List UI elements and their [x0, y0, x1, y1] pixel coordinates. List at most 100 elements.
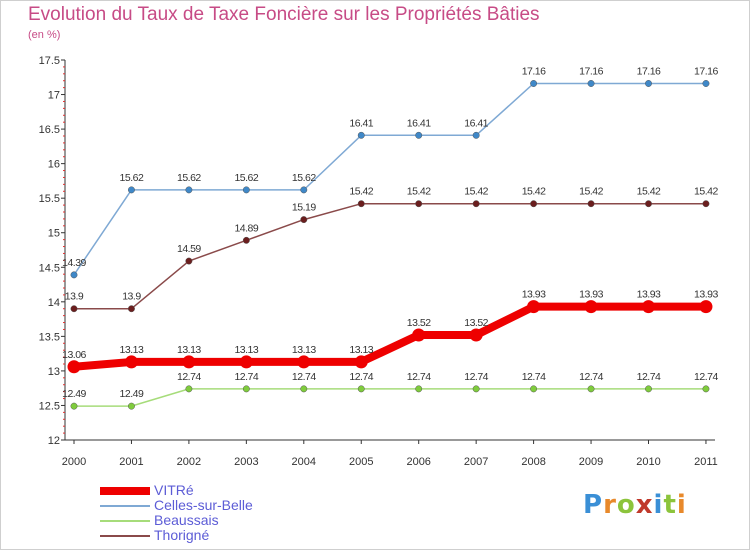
- y-tick-label: 16: [48, 159, 60, 171]
- data-label: 13.13: [234, 344, 258, 356]
- data-label: 14.39: [62, 257, 86, 269]
- data-point: [70, 271, 78, 279]
- data-label: 15.42: [694, 186, 718, 198]
- data-point: [182, 355, 196, 369]
- data-point: [702, 385, 710, 393]
- y-tick-label: 12: [48, 435, 60, 447]
- data-label: 12.74: [177, 371, 201, 383]
- data-point: [239, 355, 253, 369]
- data-point: [124, 355, 138, 369]
- data-point: [472, 385, 480, 393]
- series-line: [70, 302, 710, 371]
- data-label: 13.06: [62, 349, 86, 361]
- x-tick-label: 2011: [694, 456, 718, 468]
- x-tick-label: 2006: [406, 456, 430, 468]
- data-label: 17.16: [694, 65, 718, 77]
- legend-swatch: [100, 487, 150, 495]
- data-label: 12.74: [234, 371, 258, 383]
- logo-letter: i: [653, 490, 664, 520]
- data-label: 15.42: [522, 186, 546, 198]
- legend-label: Thorigné: [154, 527, 210, 543]
- data-point: [185, 385, 193, 393]
- data-point: [530, 385, 538, 393]
- x-tick-label: 2005: [349, 456, 373, 468]
- data-point: [70, 305, 78, 313]
- data-point: [128, 305, 135, 313]
- legend-label: Celles-sur-Belle: [154, 497, 253, 513]
- data-point: [185, 257, 193, 265]
- data-label: 12.74: [522, 371, 546, 383]
- data-label: 13.52: [407, 317, 431, 329]
- proxiti-logo: Proxiti: [583, 490, 687, 520]
- data-label: 15.62: [120, 172, 144, 184]
- data-point: [242, 385, 250, 393]
- data-label: 12.49: [62, 388, 86, 400]
- data-point: [587, 80, 595, 87]
- series-line: [73, 388, 707, 407]
- data-label: 13.93: [694, 289, 718, 301]
- data-point: [242, 236, 250, 244]
- data-label: 15.19: [292, 202, 316, 214]
- data-point: [530, 80, 538, 87]
- data-point: [185, 186, 193, 194]
- data-point: [587, 200, 595, 208]
- x-tick-label: 2000: [62, 456, 86, 468]
- data-point: [67, 360, 81, 374]
- data-label: 17.16: [637, 65, 661, 77]
- data-point: [300, 216, 308, 224]
- legend-swatch: [100, 505, 150, 507]
- data-label: 15.42: [407, 186, 431, 198]
- data-point: [415, 131, 423, 139]
- legend-swatch: [100, 520, 150, 522]
- data-point: [699, 300, 713, 314]
- data-label: 14.59: [177, 243, 201, 255]
- data-label: 16.41: [464, 117, 488, 129]
- data-point: [415, 385, 423, 393]
- data-label: 17.16: [522, 65, 546, 77]
- data-point: [702, 80, 710, 87]
- data-point: [242, 186, 250, 194]
- x-tick-label: 2010: [636, 456, 660, 468]
- y-tick-label: 14: [48, 297, 60, 309]
- data-label: 13.13: [349, 344, 373, 356]
- x-tick-label: 2001: [119, 456, 143, 468]
- logo-letter: r: [603, 490, 617, 520]
- legend-label: Beaussais: [154, 512, 219, 528]
- logo-letter: x: [635, 490, 654, 520]
- data-point: [587, 385, 595, 393]
- data-label: 12.74: [407, 371, 431, 383]
- data-label: 16.41: [349, 117, 373, 129]
- y-tick-label: 13: [48, 366, 60, 378]
- data-point: [472, 131, 480, 139]
- data-point: [642, 300, 655, 314]
- chart-title: Evolution du Taux de Taxe Foncière sur l…: [28, 4, 540, 25]
- data-label: 12.74: [694, 371, 718, 383]
- y-tick-label: 17.5: [39, 55, 60, 67]
- data-label: 12.74: [579, 371, 603, 383]
- data-point: [530, 200, 538, 208]
- data-point: [128, 402, 135, 410]
- x-tick-label: 2003: [234, 456, 258, 468]
- legend-swatch: [100, 535, 150, 537]
- x-tick-label: 2004: [292, 456, 316, 468]
- data-point: [354, 355, 368, 369]
- data-point: [702, 200, 710, 208]
- data-label: 13.93: [637, 289, 661, 301]
- data-label: 14.89: [234, 222, 258, 234]
- data-label: 12.49: [120, 388, 144, 400]
- data-label: 15.42: [464, 186, 488, 198]
- data-label: 15.62: [177, 172, 201, 184]
- data-point: [645, 80, 652, 87]
- data-point: [645, 385, 652, 393]
- data-point: [357, 131, 365, 139]
- data-label: 13.93: [579, 289, 603, 301]
- data-label: 13.13: [177, 344, 201, 356]
- data-label: 13.13: [292, 344, 316, 356]
- data-label: 13.52: [464, 317, 488, 329]
- data-label: 13.13: [120, 344, 144, 356]
- data-label: 12.74: [637, 371, 661, 383]
- data-point: [70, 402, 78, 410]
- data-point: [415, 200, 423, 208]
- y-tick-label: 17: [48, 90, 60, 102]
- legend-label: VITRé: [154, 482, 194, 498]
